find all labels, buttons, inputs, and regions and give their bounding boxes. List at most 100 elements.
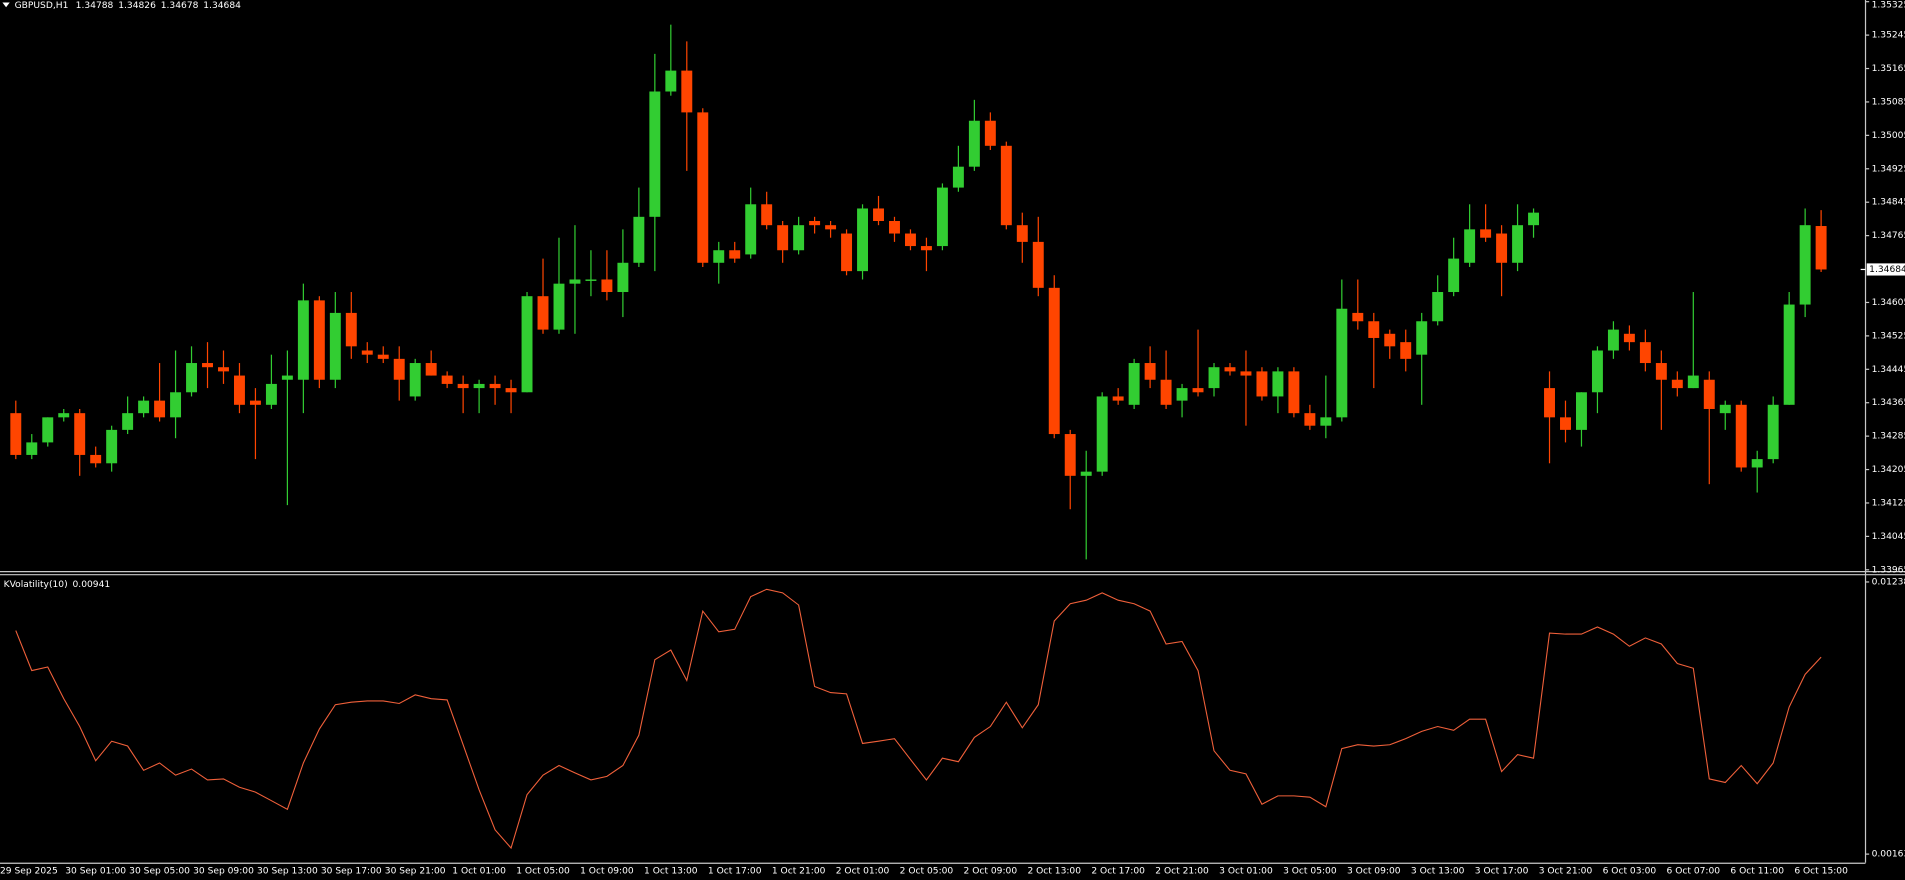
candle-body: [857, 208, 869, 272]
candle-body: [745, 204, 757, 255]
candle-body: [1208, 367, 1220, 389]
candle-body: [1703, 379, 1715, 409]
candle-body: [186, 363, 197, 393]
candle-body: [697, 112, 709, 263]
candle-body: [1336, 308, 1348, 418]
candle-body: [90, 454, 102, 464]
header-close: 1.34684: [203, 1, 241, 11]
candle-body: [585, 279, 597, 281]
x-tick-label: 2 Oct 17:00: [1091, 867, 1145, 877]
x-tick-label: 30 Sep 09:00: [193, 867, 254, 877]
candle-body: [537, 296, 549, 330]
candle-body: [633, 216, 645, 263]
candle-body: [393, 358, 405, 380]
ohlc-header: 1.34788 1.34826 1.34678 1.34684: [76, 1, 241, 11]
candle-body: [1224, 367, 1236, 372]
candle-body: [1064, 434, 1076, 476]
x-tick-label: 6 Oct 07:00: [1667, 867, 1721, 877]
candle-body: [1560, 417, 1571, 430]
candle-body: [873, 208, 884, 222]
x-tick-label: 2 Oct 05:00: [900, 867, 954, 877]
x-tick-label: 1 Oct 01:00: [452, 867, 506, 877]
y-tick-label: 1.35245: [1872, 31, 1905, 41]
candle-body: [665, 70, 677, 92]
candle-body: [425, 363, 437, 376]
candle-body: [1815, 226, 1827, 270]
candle-body: [233, 375, 245, 405]
candle-body: [505, 388, 517, 393]
candle-body: [1575, 392, 1587, 430]
x-tick-label: 2 Oct 21:00: [1155, 867, 1209, 877]
candle-body: [1671, 379, 1683, 389]
candle-body: [1448, 258, 1460, 293]
candle-body: [1384, 333, 1396, 347]
candle-body: [154, 400, 166, 418]
candle-body: [106, 429, 118, 464]
y-tick-label: 1.34605: [1872, 298, 1905, 308]
candle-body: [649, 91, 661, 217]
x-tick-label: 6 Oct 15:00: [1794, 867, 1848, 877]
candle-body: [1256, 371, 1268, 397]
candle-body: [1304, 413, 1316, 426]
candle-body: [889, 221, 900, 234]
candle-body: [74, 413, 86, 455]
candle-body: [1544, 388, 1555, 418]
y-tick-label: 1.34285: [1872, 432, 1905, 442]
candle-body: [920, 246, 932, 251]
x-tick-label: 29 Sep 2025: [0, 867, 58, 877]
x-tick-label: 2 Oct 13:00: [1027, 867, 1081, 877]
candle-body: [1288, 371, 1300, 414]
candle-body: [1000, 145, 1012, 226]
y-tick-label: 1.34125: [1872, 498, 1905, 508]
y-tick-label: 0.00163: [1872, 850, 1905, 860]
candle-body: [1783, 304, 1795, 405]
indicator-value: 0.00941: [73, 580, 111, 590]
candle-body: [1719, 404, 1731, 414]
x-tick-label: 3 Oct 21:00: [1539, 867, 1593, 877]
candle-body: [521, 296, 533, 393]
y-tick-label: 0.01238: [1872, 577, 1905, 587]
candle-body: [681, 70, 693, 113]
candle-body: [170, 392, 182, 418]
collapse-icon[interactable]: [2, 2, 10, 8]
candle-body: [1591, 350, 1603, 393]
candle-body: [202, 363, 213, 368]
y-tick-label: 1.34045: [1872, 532, 1905, 542]
candle-body: [297, 300, 309, 380]
candle-body: [473, 383, 485, 389]
y-tick-label: 1.34365: [1872, 398, 1905, 408]
candle-body: [265, 383, 277, 405]
candle-body: [361, 350, 373, 355]
candle-body: [1112, 396, 1124, 401]
candle-body: [777, 225, 789, 251]
candle-body: [1735, 404, 1747, 468]
candle-body: [1320, 417, 1332, 426]
candle-body: [1512, 225, 1524, 263]
header-high: 1.34826: [118, 1, 156, 11]
current-price-box: [1866, 263, 1905, 276]
candle-body: [122, 413, 134, 430]
candle-body: [1464, 229, 1476, 263]
x-tick-label: 1 Oct 09:00: [580, 867, 634, 877]
x-tick-label: 30 Sep 17:00: [321, 867, 382, 877]
candle-body: [841, 233, 853, 272]
candle-body: [1639, 342, 1651, 364]
candle-body: [1016, 225, 1028, 242]
x-tick-label: 1 Oct 13:00: [644, 867, 698, 877]
y-tick-label: 1.34765: [1872, 231, 1905, 241]
candle-body: [10, 413, 22, 455]
y-tick-label: 1.35165: [1872, 64, 1905, 74]
candle-body: [1687, 375, 1699, 389]
candle-body: [1623, 333, 1635, 343]
candle-body: [1032, 241, 1044, 288]
x-tick-label: 3 Oct 05:00: [1283, 867, 1337, 877]
current-price-label: 1.34684: [1869, 265, 1905, 275]
candle-body: [1432, 292, 1444, 322]
candle-body: [1368, 321, 1380, 338]
candle-body: [1240, 371, 1252, 376]
candle-body: [904, 233, 916, 247]
candle-body: [1528, 212, 1540, 226]
